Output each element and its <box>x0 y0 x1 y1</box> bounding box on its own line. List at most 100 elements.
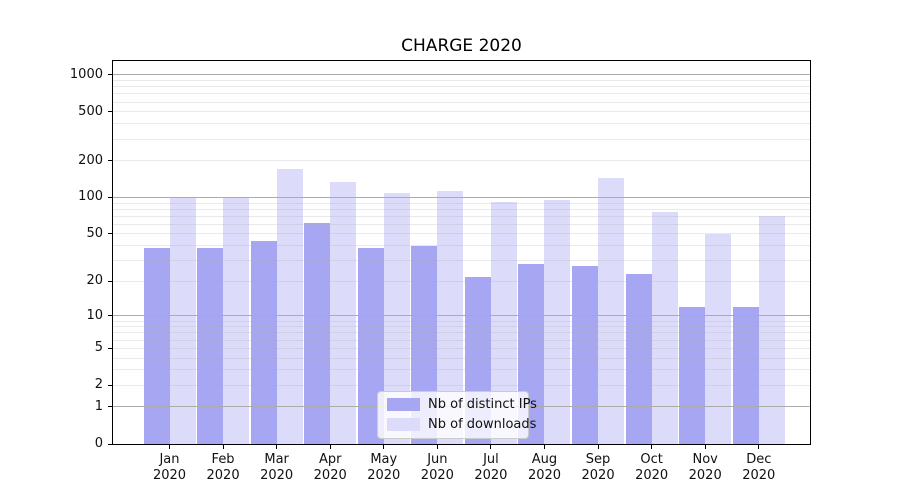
y-tick-label-2: 2 <box>94 377 103 393</box>
x-tick-label-line: 2020 <box>635 468 669 483</box>
bar-nb-of-distinct-ips-nov-2020 <box>679 307 706 444</box>
bar-nb-of-downloads-sep-2020 <box>598 177 625 444</box>
x-tick-label-feb-2020: Feb 2020 <box>191 452 255 484</box>
x-tick-mark-jan-2020 <box>169 445 170 449</box>
gridline-500 <box>113 111 810 113</box>
y-tick-label-200: 200 <box>78 152 103 168</box>
gridline-90 <box>113 202 810 204</box>
gridline-100 <box>113 196 810 198</box>
x-tick-mark-feb-2020 <box>222 445 224 449</box>
x-tick-label-jul-2020: Jul 2020 <box>459 452 523 484</box>
x-tick-mark-aug-2020 <box>543 445 545 449</box>
x-tick-label-line: Dec <box>746 452 772 467</box>
x-tick-label-jan-2020: Jan 2020 <box>138 452 202 484</box>
gridline-10 <box>113 315 810 317</box>
bar-nb-of-distinct-ips-jan-2020 <box>143 248 170 444</box>
gridline-700 <box>113 93 810 95</box>
grid-layer <box>113 61 810 444</box>
gridline-9 <box>113 320 810 322</box>
bar-nb-of-distinct-ips-apr-2020 <box>304 222 331 444</box>
gridline-50 <box>113 233 810 235</box>
x-tick-mark-nov-2020 <box>704 445 706 449</box>
x-tick-label-line: 2020 <box>742 468 776 483</box>
x-tick-label-sep-2020: Sep 2020 <box>566 452 630 484</box>
x-tick-label-line: 2020 <box>152 468 187 483</box>
gridline-2 <box>113 384 810 386</box>
y-tick-mark-0 <box>108 443 112 445</box>
bar-nb-of-downloads-feb-2020 <box>223 197 250 444</box>
bar-nb-of-downloads-jan-2020 <box>169 197 196 444</box>
y-tick-mark-10 <box>108 315 112 317</box>
x-tick-label-may-2020: May 2020 <box>352 452 416 484</box>
bar-nb-of-distinct-ips-oct-2020 <box>625 274 652 444</box>
x-tick-label-line: 2020 <box>527 468 562 483</box>
x-tick-label-line: May <box>370 452 398 467</box>
y-tick-label-100: 100 <box>78 189 103 205</box>
bar-nb-of-distinct-ips-feb-2020 <box>197 248 224 444</box>
bar-nb-of-distinct-ips-sep-2020 <box>572 266 599 444</box>
x-tick-label-line: Apr <box>318 452 342 467</box>
x-tick-label-line: Jan <box>159 452 180 467</box>
legend-swatch-nb-of-downloads <box>387 418 420 431</box>
bar-nb-of-downloads-nov-2020 <box>705 234 732 444</box>
gridline-7 <box>113 332 810 334</box>
x-tick-label-jun-2020: Jun 2020 <box>405 452 469 484</box>
gridline-600 <box>113 101 810 103</box>
gridline-3 <box>113 369 810 371</box>
gridline-400 <box>113 123 810 125</box>
x-tick-label-line: Mar <box>264 452 289 467</box>
x-tick-label-line: Oct <box>640 452 663 467</box>
bar-nb-of-distinct-ips-mar-2020 <box>250 240 277 444</box>
x-tick-label-nov-2020: Nov 2020 <box>673 452 737 484</box>
y-tick-mark-1000 <box>108 74 112 76</box>
y-tick-mark-200 <box>108 160 112 162</box>
gridline-1000 <box>113 74 810 76</box>
bars-layer <box>113 61 810 444</box>
x-tick-mark-oct-2020 <box>651 445 653 449</box>
x-tick-label-dec-2020: Dec 2020 <box>727 452 791 484</box>
bar-nb-of-downloads-oct-2020 <box>651 212 678 444</box>
x-tick-mark-jun-2020 <box>436 445 438 449</box>
gridline-80 <box>113 208 810 210</box>
x-tick-label-line: 2020 <box>260 468 294 483</box>
x-tick-mark-sep-2020 <box>597 445 599 449</box>
x-tick-label-line: Sep <box>585 452 611 467</box>
x-tick-label-line: 2020 <box>474 468 508 483</box>
chart-title: CHARGE 2020 <box>401 36 522 56</box>
y-tick-mark-100 <box>108 196 112 198</box>
x-tick-mark-apr-2020 <box>329 445 331 449</box>
legend: Nb of distinct IPs Nb of downloads <box>377 391 537 439</box>
y-tick-label-1: 1 <box>94 398 103 414</box>
y-tick-label-20: 20 <box>86 273 103 289</box>
y-tick-label-500: 500 <box>78 103 103 119</box>
y-tick-mark-500 <box>108 111 112 113</box>
y-tick-mark-5 <box>108 347 112 349</box>
gridline-900 <box>113 80 810 82</box>
legend-label: Nb of distinct IPs <box>428 397 537 412</box>
gridline-4 <box>113 357 810 359</box>
x-tick-label-apr-2020: Apr 2020 <box>298 452 362 484</box>
y-tick-label-10: 10 <box>86 307 103 323</box>
x-tick-mark-dec-2020 <box>758 445 760 449</box>
x-tick-label-line: Nov <box>692 452 718 467</box>
gridline-70 <box>113 215 810 217</box>
y-tick-mark-50 <box>108 233 112 235</box>
y-tick-label-0: 0 <box>94 436 103 451</box>
x-tick-label-line: Jul <box>483 452 499 467</box>
gridline-5 <box>113 347 810 349</box>
x-tick-label-oct-2020: Oct 2020 <box>620 452 684 484</box>
y-tick-label-5: 5 <box>94 340 103 356</box>
bar-nb-of-downloads-apr-2020 <box>330 181 357 444</box>
x-tick-label-line: Feb <box>211 452 235 467</box>
x-tick-label-line: Aug <box>531 452 558 467</box>
bar-nb-of-distinct-ips-dec-2020 <box>732 307 759 444</box>
legend-swatch-nb-of-distinct-ips <box>387 398 420 411</box>
x-tick-label-line: 2020 <box>581 468 615 483</box>
x-tick-label-line: 2020 <box>313 468 347 483</box>
legend-item-nb-of-downloads: Nb of downloads <box>387 417 536 432</box>
x-tick-label-line: 2020 <box>206 468 240 483</box>
legend-item-nb-of-distinct-ips: Nb of distinct IPs <box>387 397 537 412</box>
x-tick-label-line: Jun <box>427 452 448 467</box>
x-tick-mark-mar-2020 <box>276 445 278 449</box>
